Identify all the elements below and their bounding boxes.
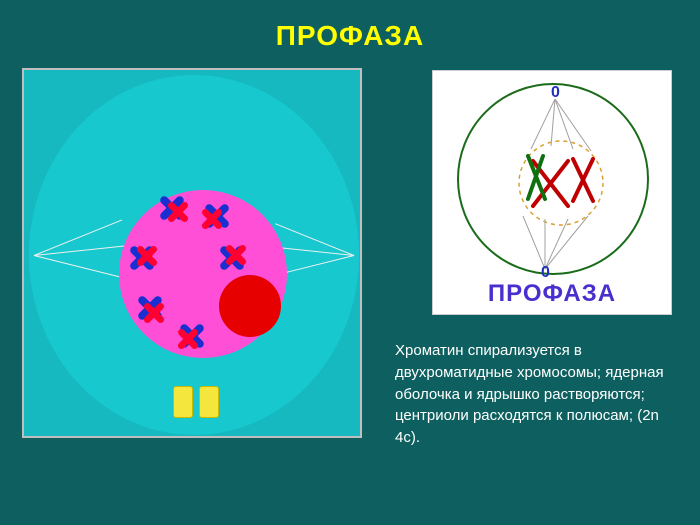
chromosome [154,190,190,226]
chromosome [132,290,168,326]
nucleolus [219,275,281,337]
chromatid-red [197,204,228,235]
chromosome [199,198,235,234]
centriole [173,386,193,418]
page-title: ПРОФАЗА [276,20,424,52]
prophase-schematic: 0 0 [433,71,673,286]
chromatid-red [139,298,170,329]
chromatid-red [163,197,194,228]
centriole [199,386,219,418]
svg-text:0: 0 [541,264,550,281]
chromatid-red [221,240,252,271]
chromosome [174,318,210,354]
svg-text:0: 0 [551,84,560,101]
right-diagram-label: ПРОФАЗА [488,280,616,308]
chromatid-red [132,241,163,272]
chromosome [124,240,160,276]
description-text: Хроматин спирализуется в двухроматидные … [395,340,675,449]
left-diagram-panel [22,68,362,438]
right-diagram-panel: 0 0 ПРОФАЗА [432,70,672,315]
chromosome [214,240,250,276]
chromatid-red [173,324,204,355]
